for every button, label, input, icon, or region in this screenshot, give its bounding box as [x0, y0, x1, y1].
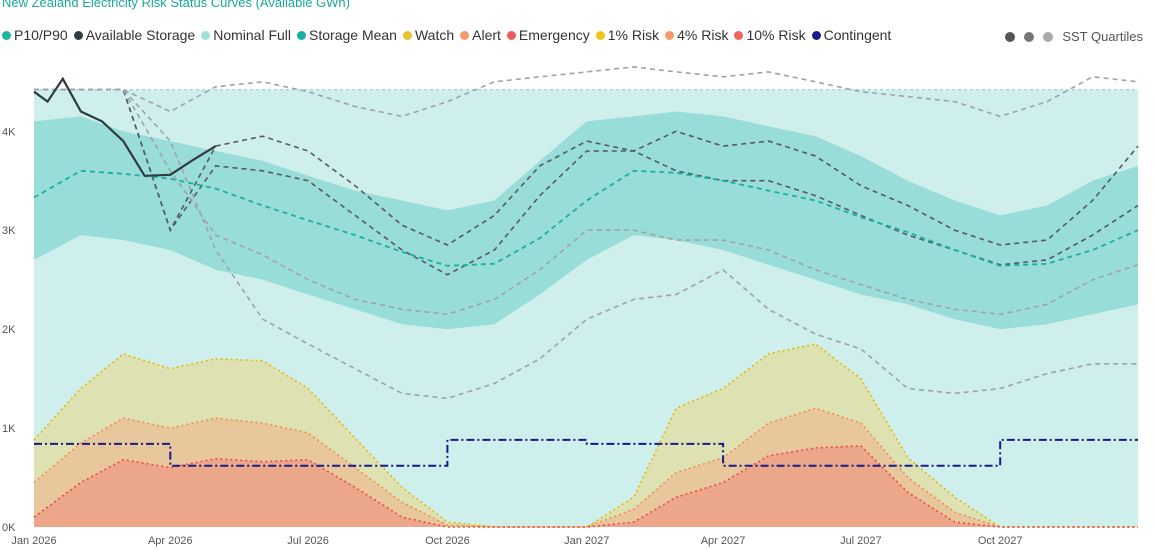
legend-dot	[201, 30, 211, 40]
legend-label: Available Storage	[85, 27, 196, 43]
x-tick-label: Jan 2026	[11, 535, 56, 547]
legend-item-10-risk[interactable]: 10% Risk	[734, 27, 806, 43]
legend-item-alert[interactable]: Alert	[460, 27, 501, 43]
y-tick-label: 1K	[2, 423, 16, 435]
sst-legend: SST Quartiles	[1005, 29, 1143, 44]
legend-dot	[460, 30, 470, 40]
sst-dot-2	[1024, 31, 1035, 42]
legend-label: 10% Risk	[746, 27, 806, 43]
legend-label: Emergency	[518, 27, 590, 43]
legend-label: 1% Risk	[607, 27, 660, 43]
x-tick-label: Jan 2027	[564, 535, 609, 547]
y-tick-label: 3K	[2, 225, 16, 237]
y-tick-label: 4K	[2, 126, 16, 138]
risk-4pct-line	[33, 407, 1138, 528]
risk-1pct-line	[33, 343, 1138, 528]
legend-dot	[506, 30, 516, 40]
x-tick-label: Apr 2027	[701, 535, 746, 547]
x-tick-label: Jul 2027	[840, 535, 882, 547]
legend-label: Contingent	[823, 27, 892, 43]
legend-label: Alert	[472, 27, 501, 43]
legend-item-1-risk[interactable]: 1% Risk	[595, 27, 660, 43]
legend-dot	[665, 30, 675, 40]
legend-item-emergency[interactable]: Emergency	[506, 27, 590, 43]
chart-legend: P10/P90 Available Storage Nominal Full Stor…	[2, 27, 897, 43]
legend-dot	[297, 30, 307, 40]
sst-dot-1	[1005, 31, 1016, 42]
legend-dot	[2, 30, 11, 40]
legend-label: Watch	[414, 27, 455, 43]
legend-label: Storage Mean	[309, 27, 397, 43]
legend-dot	[811, 30, 821, 40]
contingent-line	[34, 438, 1138, 467]
x-tick-label: Apr 2026	[148, 535, 193, 547]
sst-quartile-line-3	[34, 88, 1139, 316]
legend-dot	[73, 30, 83, 40]
legend-item-contingent[interactable]: Contingent	[811, 27, 892, 43]
legend-label: P10/P90	[14, 27, 68, 43]
x-tick-label: Jul 2026	[287, 535, 329, 547]
sst-legend-label: SST Quartiles	[1062, 29, 1143, 44]
sst-dot-3	[1043, 31, 1054, 42]
x-tick-label: Oct 2026	[425, 535, 470, 547]
risk-10pct-line	[33, 445, 1138, 528]
legend-item-storage-mean[interactable]: Storage Mean	[297, 27, 397, 43]
legend-dot	[734, 30, 744, 40]
sst-quartile-line-5	[34, 66, 1139, 118]
legend-item-watch[interactable]: Watch	[402, 27, 455, 43]
legend-dot	[595, 30, 605, 40]
legend-label: Nominal Full	[213, 27, 292, 43]
legend-item-nominal-full[interactable]: Nominal Full	[201, 27, 291, 43]
available-storage-line	[33, 76, 217, 177]
p10-p90-band	[34, 111, 1138, 330]
y-tick-label: 2K	[2, 324, 16, 336]
y-tick-label: 0K	[2, 522, 16, 534]
legend-label: 4% Risk	[677, 27, 729, 43]
storage-mean-line	[33, 169, 1139, 267]
legend-item-4-risk[interactable]: 4% Risk	[665, 27, 728, 43]
legend-item-p10-p90[interactable]: P10/P90	[2, 27, 68, 43]
legend-dot	[402, 30, 412, 40]
x-tick-label: Oct 2027	[978, 535, 1023, 547]
chart-title: New Zealand Electricity Risk Status Curv…	[2, 0, 350, 10]
legend-item-available-storage[interactable]: Available Storage	[73, 27, 196, 43]
